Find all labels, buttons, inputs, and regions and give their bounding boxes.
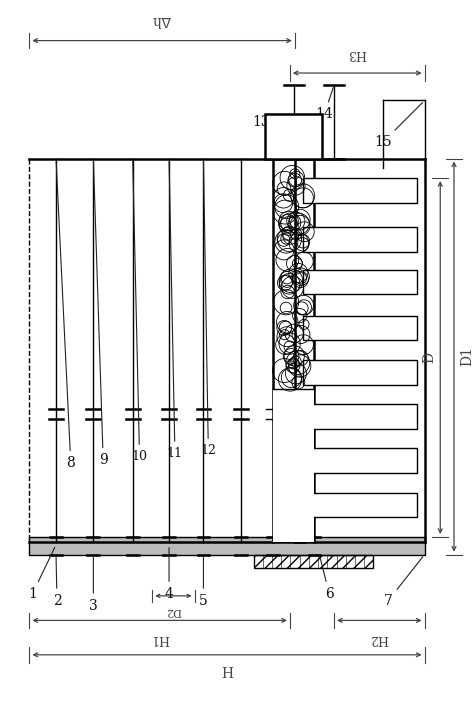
Text: 5: 5: [199, 557, 208, 608]
Bar: [273, 390, 314, 542]
Text: 14: 14: [315, 88, 333, 122]
Text: 6: 6: [320, 557, 334, 601]
Text: 11: 11: [167, 161, 183, 460]
Bar: [303, 316, 417, 340]
Bar: [254, 554, 374, 568]
Text: 7: 7: [384, 557, 423, 608]
Text: H: H: [221, 667, 233, 681]
Text: D1: D1: [460, 347, 474, 367]
Text: 8: 8: [56, 161, 75, 470]
Bar: [303, 404, 417, 429]
Bar: [303, 493, 417, 517]
Text: 3: 3: [89, 557, 98, 613]
Text: 15: 15: [374, 103, 422, 149]
Bar: [303, 227, 417, 252]
Text: 4: 4: [164, 548, 173, 601]
Bar: [303, 178, 417, 203]
Text: H2: H2: [370, 632, 389, 645]
Bar: [265, 114, 322, 158]
Bar: [29, 537, 425, 554]
Bar: [303, 449, 417, 473]
Text: 12: 12: [201, 161, 216, 457]
Text: D: D: [422, 352, 437, 363]
Text: 10: 10: [132, 161, 147, 463]
Text: 13: 13: [253, 115, 286, 129]
Text: H3: H3: [348, 47, 367, 60]
Text: H1: H1: [150, 632, 169, 645]
Text: $\Delta$h: $\Delta$h: [152, 13, 172, 28]
Text: 9: 9: [93, 161, 108, 467]
Bar: [303, 270, 417, 294]
Text: 1: 1: [28, 547, 55, 601]
Bar: [303, 360, 417, 385]
Text: 2: 2: [53, 557, 61, 608]
Text: D2: D2: [165, 605, 182, 615]
